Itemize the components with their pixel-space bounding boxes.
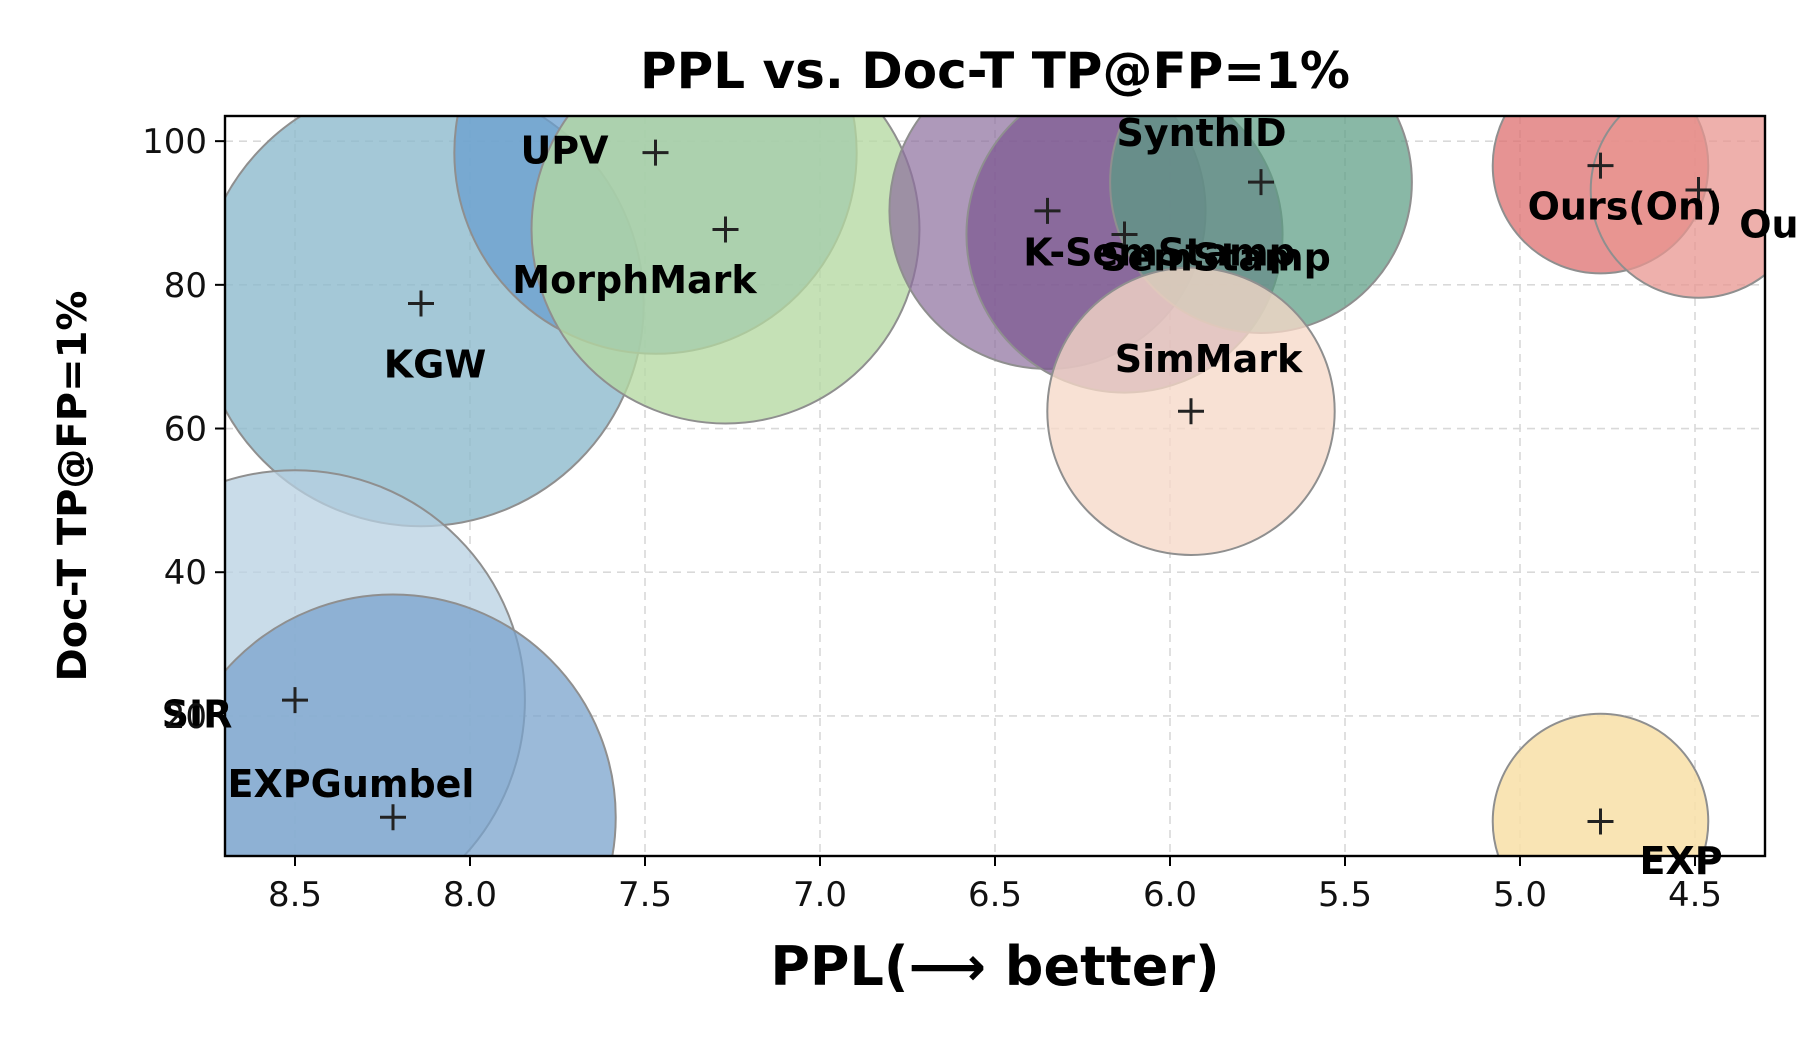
point-label-layer: KGW SIR EXPGumbel UPV MorphMark K-SemStampSem…	[162, 111, 1800, 883]
label-simmark: SimMark	[1115, 337, 1303, 381]
y-axis-label: Doc-T TP@FP=1%	[50, 291, 96, 682]
bubble-ours-off	[1589, 116, 1765, 299]
label-ours-on: Ours(On)	[1528, 185, 1723, 229]
x-axis-ticks: 8.5 8.0 7.5 7.0 6.5 6.0 5.5 5.0 4.5	[268, 856, 1722, 915]
x-tick-label: 6.0	[1143, 875, 1197, 915]
label-semstamp: SemStamp	[1100, 236, 1331, 280]
label-k-semstamp: K-SemStamp	[1023, 231, 1296, 275]
y-tick-label: 80	[164, 266, 207, 306]
label-ours-off: Ours(Off)	[1739, 202, 1800, 246]
marker-kgw	[408, 290, 434, 317]
x-tick-label: 7.5	[618, 875, 672, 915]
bubble-expgumbel	[225, 593, 617, 856]
y-tick-label: 40	[164, 553, 207, 593]
x-tick-label: 4.5	[1668, 875, 1722, 915]
marker-synthid	[1248, 169, 1274, 196]
marker-layer	[282, 139, 1712, 835]
x-tick-label: 8.0	[443, 875, 497, 915]
y-tick-label: 20	[164, 697, 207, 737]
label-sir: SIR	[162, 692, 233, 736]
x-tick-label: 6.5	[968, 875, 1022, 915]
x-tick-label: 5.0	[1493, 875, 1547, 915]
x-tick-label: 8.5	[268, 875, 322, 915]
marker-ours-on	[1587, 152, 1614, 179]
marker-ours-off	[1685, 177, 1712, 203]
label-synthid: SynthID	[1116, 111, 1286, 155]
marker-morphmark	[712, 216, 739, 243]
label-exp: EXP	[1639, 839, 1722, 883]
y-tick-label: 100	[142, 122, 207, 162]
marker-sir	[282, 687, 308, 714]
marker-expgumbel	[380, 804, 406, 831]
label-upv: UPV	[520, 128, 609, 172]
label-kgw: KGW	[384, 343, 487, 387]
y-tick-label: 60	[164, 410, 207, 450]
bubble-layer	[225, 116, 1765, 856]
bubble-exp	[1491, 712, 1710, 856]
marker-upv	[642, 139, 669, 166]
x-axis-label: PPL(⟶ better)	[770, 935, 1219, 998]
y-axis-ticks: 20 40 60 80 100	[142, 122, 225, 737]
x-tick-label: 7.0	[793, 875, 847, 915]
marker-k-semstamp	[1034, 197, 1061, 224]
label-morphmark: MorphMark	[512, 258, 757, 302]
x-tick-label: 5.5	[1318, 875, 1372, 915]
marker-semstamp	[1111, 221, 1138, 248]
marker-simmark	[1178, 398, 1204, 425]
chart-title: PPL vs. Doc-T TP@FP=1%	[640, 42, 1350, 100]
label-expgumbel: EXPGumbel	[228, 762, 475, 806]
marker-exp	[1587, 808, 1614, 835]
